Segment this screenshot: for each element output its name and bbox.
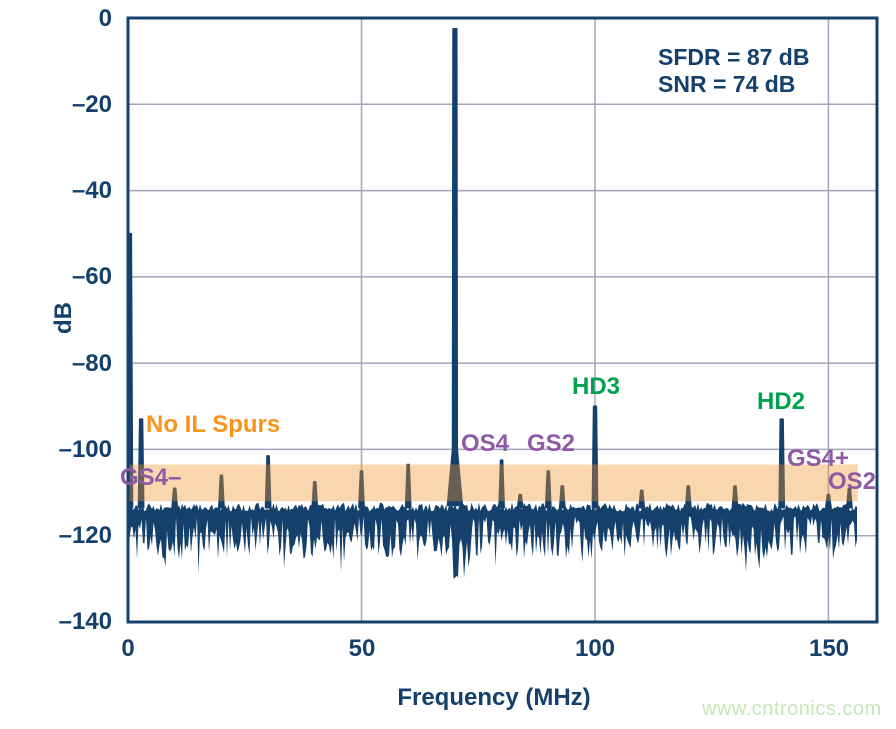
y-axis-tick-label: –60 — [71, 263, 112, 290]
watermark: www.cntronics.com — [702, 698, 882, 720]
y-axis-tick-label: –20 — [71, 91, 112, 118]
os2-spur-label: OS2 — [828, 468, 877, 495]
x-axis-tick-label: 100 — [574, 635, 616, 662]
gs2-spur-label: GS2 — [527, 430, 576, 457]
x-axis-title: Frequency (MHz) — [397, 684, 591, 711]
os4-spur-label: OS4 — [461, 430, 510, 457]
sfdr-value: SFDR = 87 dB — [658, 44, 810, 70]
y-axis-tick-label: –40 — [71, 177, 112, 204]
hd2-spur-label: HD2 — [757, 388, 806, 415]
no-il-spurs-label: No IL Spurs — [146, 411, 281, 438]
y-axis-tick-label: –80 — [71, 350, 112, 377]
snr-value: SNR = 74 dB — [658, 71, 796, 97]
stats-annotation: SFDR = 87 dB SNR = 74 dB — [658, 44, 809, 98]
y-axis-title: dB — [50, 302, 77, 334]
y-axis-tick-label: 0 — [98, 5, 112, 32]
y-axis-tick-label: –120 — [58, 522, 112, 549]
y-axis-tick-label: –100 — [58, 436, 112, 463]
y-axis-tick-label: –140 — [58, 608, 112, 635]
x-axis-tick-label: 150 — [808, 635, 850, 662]
x-axis-tick-label: 50 — [348, 635, 376, 662]
x-axis-tick-label: 0 — [121, 635, 135, 662]
hd3-spur-label: HD3 — [572, 373, 621, 400]
gs4-minus-spur-label: GS4– — [120, 464, 182, 491]
gs4-plus-spur-label: GS4+ — [787, 445, 850, 472]
